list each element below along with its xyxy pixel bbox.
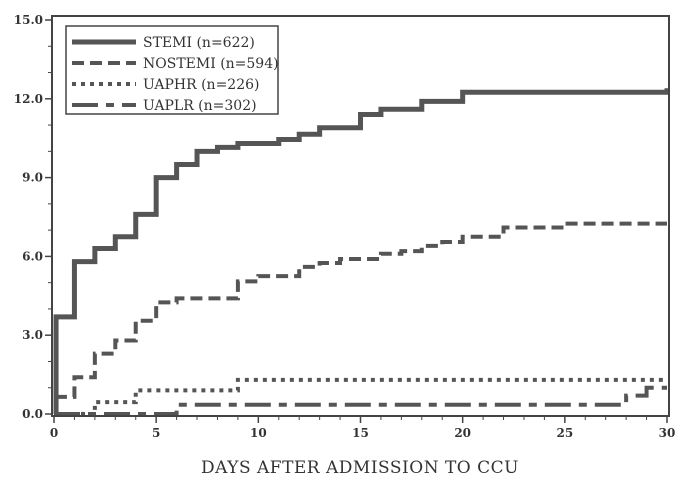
legend-items: STEMI (n=622) NOSTEMI (n=594) UAPHR (n=226…: [72, 35, 279, 114]
y-tick-label: 12.0: [14, 92, 43, 106]
x-tick-label: 25: [556, 426, 573, 440]
legend-label: NOSTEMI (n=594): [143, 56, 279, 72]
x-tick-label: 20: [454, 426, 471, 440]
legend-box: [65, 25, 279, 115]
legend: STEMI (n=622) NOSTEMI (n=594) UAPHR (n=226…: [65, 25, 279, 115]
y-tick-label: 3.0: [22, 328, 43, 342]
y-tick-label: 9.0: [22, 171, 43, 185]
legend-label: STEMI (n=622): [143, 35, 255, 51]
x-axis-label: DAYS AFTER ADMISSION TO CCU: [201, 458, 519, 478]
series-line-dashdot: [54, 385, 667, 416]
x-tick-label: 5: [152, 426, 160, 440]
series-line-solid: [53, 88, 670, 417]
plot-frame: [51, 15, 670, 417]
legend-label: UAPLR (n=302): [143, 98, 257, 114]
x-tick-label: 0: [50, 426, 58, 440]
y-tick-label: 6.0: [22, 249, 43, 263]
series-layer: [53, 88, 670, 417]
y-tick-label: 15.0: [14, 13, 43, 27]
x-tick-label: 10: [250, 426, 267, 440]
y-tick-label: 0.0: [22, 407, 43, 421]
series-line-dotted: [54, 377, 667, 416]
series-line-dashed: [54, 221, 667, 416]
x-tick-label: 15: [352, 426, 369, 440]
ticks-layer: 0 5 10 15 20 25 30 0.0 3.0 6.0 9.0 12.0 15.0: [14, 13, 676, 440]
x-tick-label: 30: [659, 426, 676, 440]
legend-label: UAPHR (n=226): [143, 77, 260, 93]
